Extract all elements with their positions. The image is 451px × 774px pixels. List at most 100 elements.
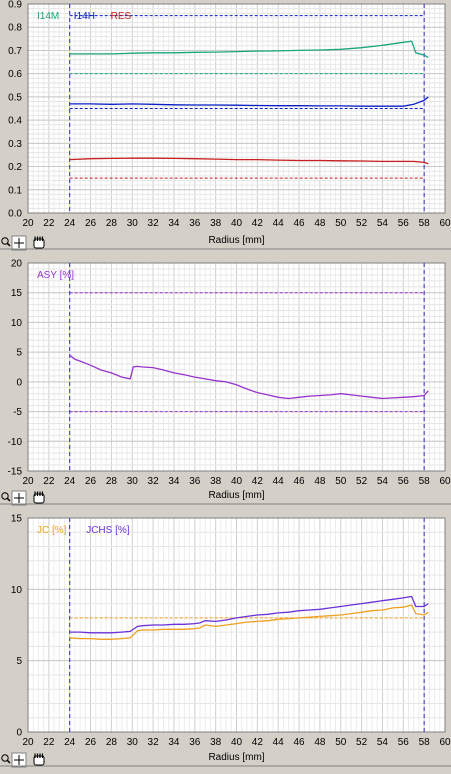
x-tick-label: 44: [273, 476, 285, 487]
plot-toolbar: [0, 235, 52, 251]
hand-pan-icon[interactable]: [33, 491, 45, 504]
x-tick-label: 34: [168, 737, 180, 748]
x-tick-label: 54: [377, 476, 389, 487]
x-axis-label: Radius [mm]: [208, 490, 264, 501]
x-tick-label: 42: [252, 218, 264, 229]
zoom-icon[interactable]: [1, 237, 11, 247]
x-tick-label: 52: [356, 737, 368, 748]
x-tick-label: 26: [85, 737, 97, 748]
x-tick-label: 32: [148, 218, 160, 229]
chart-panel-2: ASY [%] -15 -10 -5 0 5 10 15 20 20 22 24 26 28 30 32 34 3…: [0, 259, 451, 506]
x-tick-label: 38: [210, 737, 222, 748]
legend-entry: I14M: [37, 11, 59, 22]
hand-pan-icon[interactable]: [33, 236, 45, 249]
plot-border: [27, 262, 446, 472]
x-tick-label: 26: [85, 476, 97, 487]
hand-palm: [33, 238, 45, 249]
y-tick-label: 15: [11, 288, 23, 299]
series-line-jc: [69, 604, 429, 640]
hand-palm: [33, 755, 45, 766]
x-tick-label: 24: [64, 476, 76, 487]
y-tick-label: 0.1: [8, 185, 22, 196]
x-tick-label: 44: [273, 218, 285, 229]
series-line-res: [69, 157, 429, 165]
y-tick-label: 0: [16, 377, 22, 388]
zoom-icon-lens: [1, 237, 9, 245]
y-tick-label: 0.5: [8, 92, 22, 103]
zoom-icon-handle: [6, 242, 11, 247]
zoom-icon[interactable]: [1, 492, 11, 502]
x-tick-label: 58: [419, 737, 431, 748]
x-tick-label: 54: [377, 737, 389, 748]
x-tick-label: 50: [335, 218, 347, 229]
x-tick-label: 44: [273, 737, 285, 748]
series-line-i14m: [69, 40, 429, 58]
zoom-icon-lens: [1, 492, 9, 500]
x-tick-label: 48: [314, 218, 326, 229]
x-tick-label: 22: [43, 218, 55, 229]
x-tick-label: 30: [127, 218, 139, 229]
chart-panel-3: JC [%] JCHS [%] 0 5 10 15 20 22 24 26 28 30 32 34 36 38…: [0, 514, 451, 768]
x-tick-label: 60: [439, 737, 451, 748]
y-tick-label: 0.4: [8, 116, 22, 127]
x-tick-label: 20: [22, 737, 34, 748]
x-tick-label: 54: [377, 218, 389, 229]
x-tick-label: 30: [127, 737, 139, 748]
grid: [27, 517, 446, 733]
series-line-i14h: [69, 96, 429, 107]
x-tick-label: 52: [356, 218, 368, 229]
x-tick-label: 50: [335, 737, 347, 748]
x-tick-label: 28: [106, 737, 118, 748]
y-tick-label: -5: [13, 407, 22, 418]
hand-pan-icon[interactable]: [33, 753, 45, 766]
x-tick-label: 52: [356, 476, 368, 487]
x-tick-label: 58: [419, 476, 431, 487]
x-tick-label: 60: [439, 218, 451, 229]
x-tick-label: 36: [189, 218, 201, 229]
y-tick-label: 0.7: [8, 46, 22, 57]
y-tick-label: 20: [11, 259, 23, 270]
x-tick-label: 40: [231, 218, 243, 229]
x-tick-label: 28: [106, 476, 118, 487]
x-tick-label: 58: [419, 218, 431, 229]
zoom-icon-lens: [1, 754, 9, 762]
x-tick-label: 56: [398, 476, 410, 487]
x-tick-label: 32: [148, 476, 160, 487]
x-tick-label: 56: [398, 218, 410, 229]
x-tick-label: 20: [22, 218, 34, 229]
x-tick-label: 46: [293, 737, 305, 748]
grid: [27, 262, 446, 472]
plot-toolbar: [0, 490, 52, 506]
x-tick-label: 28: [106, 218, 118, 229]
x-tick-label: 24: [64, 218, 76, 229]
y-tick-label: 0.6: [8, 69, 22, 80]
y-tick-label: 0.0: [8, 209, 22, 220]
zoom-icon[interactable]: [1, 754, 11, 764]
x-tick-label: 48: [314, 737, 326, 748]
y-tick-label: 5: [16, 656, 22, 667]
y-tick-label: 0.9: [8, 0, 22, 11]
plot-border: [27, 3, 446, 214]
y-tick-label: 10: [11, 585, 23, 596]
plot-toolbar: [0, 752, 52, 768]
y-tick-label: 15: [11, 514, 23, 525]
zoom-icon-handle: [6, 759, 11, 764]
x-tick-label: 24: [64, 737, 76, 748]
y-tick-label: 0.8: [8, 23, 22, 34]
y-tick-label: 0.2: [8, 162, 22, 173]
crosshair-icon[interactable]: [11, 235, 27, 251]
crosshair-icon[interactable]: [11, 752, 27, 768]
x-tick-label: 22: [43, 476, 55, 487]
legend-entry: I14H: [74, 11, 95, 22]
legend-entry: ASY [%]: [37, 270, 74, 281]
x-tick-label: 38: [210, 218, 222, 229]
zoom-icon-handle: [6, 497, 11, 502]
series-line-asy: [69, 354, 429, 400]
x-tick-label: 42: [252, 737, 264, 748]
crosshair-icon[interactable]: [11, 490, 27, 506]
x-tick-label: 42: [252, 476, 264, 487]
plot-border: [27, 517, 446, 733]
x-tick-label: 36: [189, 476, 201, 487]
x-axis-label: Radius [mm]: [208, 235, 264, 246]
